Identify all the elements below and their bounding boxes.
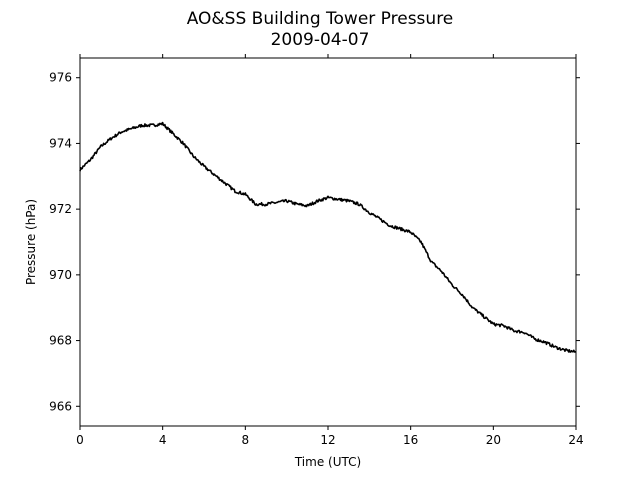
x-tick-label: 0 [76,433,84,447]
y-axis-label: Pressure (hPa) [24,199,38,285]
y-tick-label: 976 [49,71,72,85]
x-tick-label: 16 [403,433,418,447]
plot-frame [79,57,577,427]
y-tick-label: 968 [49,334,72,348]
y-tick-label: 974 [49,136,72,150]
x-tick-label: 20 [486,433,501,447]
y-axis-ticks: 966 968 970 972 974 976 [49,71,580,413]
x-axis-ticks: 0 4 8 12 16 20 24 [76,54,584,447]
y-tick-label: 972 [49,202,72,216]
y-tick-label: 966 [49,399,72,413]
x-axis-label: Time (UTC) [294,455,361,469]
chart-subtitle: 2009-04-07 [271,30,370,50]
x-tick-label: 8 [242,433,250,447]
x-tick-label: 4 [159,433,167,447]
x-tick-label: 24 [568,433,583,447]
y-tick-label: 970 [49,268,72,282]
pressure-series-line [79,121,577,353]
x-tick-label: 12 [320,433,335,447]
chart-title: AO&SS Building Tower Pressure [187,9,454,29]
